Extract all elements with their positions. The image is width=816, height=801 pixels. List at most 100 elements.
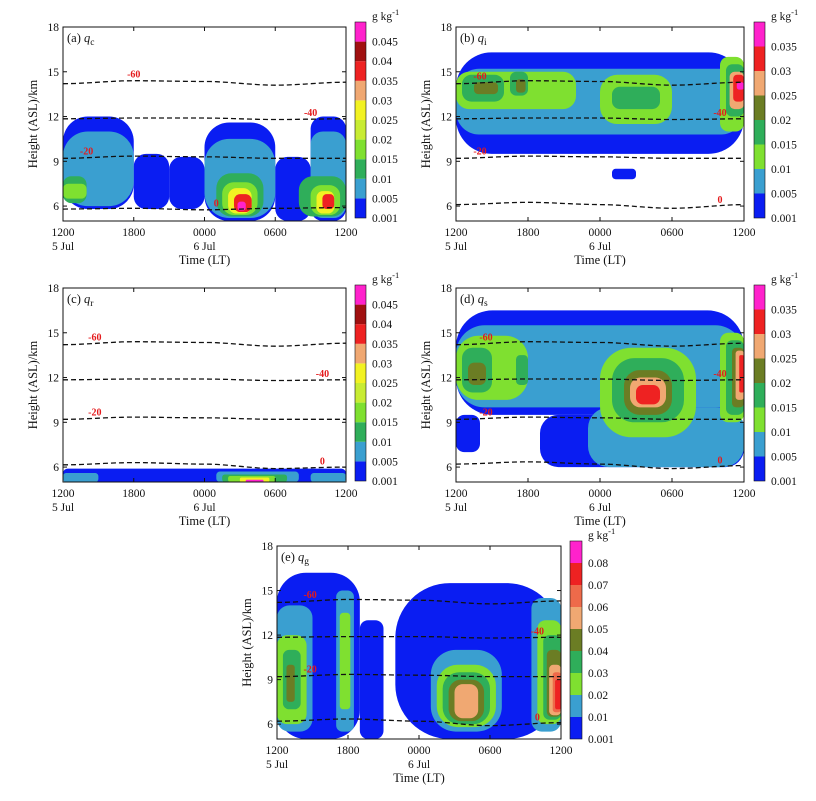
x-tick-label-c-1: 1800 — [122, 488, 145, 500]
colorbar-tick-b-6: 0.03 — [771, 66, 791, 78]
x-tick-label-e-4: 1200 — [550, 745, 573, 757]
y-tick-label-c-1: 9 — [53, 417, 59, 429]
y-tick-label-a-1: 9 — [53, 156, 59, 168]
isotherm-d-1 — [456, 378, 744, 382]
colorbar-swatch-a-2 — [355, 159, 366, 179]
y-tick-label-d-1: 9 — [446, 417, 452, 429]
x-tick-label-c-2: 0000 — [193, 488, 216, 500]
x-tick-label-a-3: 0600 — [264, 227, 287, 239]
contour-region-e-20 — [555, 679, 561, 710]
panel-subscript-d: s — [484, 299, 488, 309]
contour-region-b-1 — [612, 168, 636, 180]
colorbar-swatch-c-9 — [355, 285, 366, 305]
colorbar-swatch-c-7 — [355, 324, 366, 344]
x-tick-label-e-0: 1200 — [266, 745, 289, 757]
colorbar-unit-exp-d: -1 — [791, 270, 798, 280]
colorbar-swatch-a-8 — [355, 41, 366, 62]
colorbar-swatch-c-3 — [355, 402, 366, 423]
contour-field-a — [63, 116, 346, 221]
colorbar-swatch-b-5 — [754, 71, 765, 96]
panel-label-b: (b) qi — [460, 31, 487, 48]
colorbar-tick-e-8: 0.08 — [588, 558, 608, 570]
x-tick-label-a-0: 1200 — [52, 227, 75, 239]
colorbar-swatch-a-0 — [355, 198, 366, 218]
panel-label-c: (c) qr — [67, 292, 94, 309]
panel-label-e: (e) qg — [281, 550, 309, 567]
y-axis-title-a: Height (ASL)/km — [26, 79, 40, 168]
colorbar-unit-e: g kg-1 — [588, 526, 615, 542]
colorbar-tick-a-5: 0.025 — [372, 115, 398, 127]
colorbar-swatch-b-1 — [754, 169, 765, 194]
colorbar-swatch-b-3 — [754, 120, 765, 145]
colorbar-unit-base-c: g kg — [372, 274, 392, 286]
colorbar-tick-e-3: 0.03 — [588, 668, 608, 680]
colorbar-tick-e-1: 0.01 — [588, 712, 608, 724]
colorbar-tick-d-6: 0.03 — [771, 329, 791, 341]
isotherm-label-b-1: -40 — [713, 108, 726, 119]
colorbar-tick-d-5: 0.025 — [771, 354, 797, 366]
contour-region-e-8 — [339, 612, 351, 710]
isotherm-label-d-1: -40 — [713, 369, 726, 380]
colorbar-swatch-b-7 — [754, 22, 765, 47]
isotherm-label-b-3: 0 — [718, 195, 723, 206]
isotherm-a-0 — [63, 80, 346, 86]
colorbar-tick-c-3: 0.015 — [372, 417, 398, 429]
panel-subscript-a: c — [90, 38, 94, 48]
contour-field-d — [456, 310, 744, 468]
x-tick-label-c-0: 1200 — [52, 488, 75, 500]
contour-region-a-1 — [133, 153, 170, 210]
isotherm-a-2 — [63, 155, 346, 159]
x-tick-label-e-2: 0000 — [408, 745, 431, 757]
contour-region-a-19 — [237, 201, 246, 211]
colorbar-swatch-e-1 — [570, 695, 582, 717]
colorbar-tick-a-7: 0.035 — [372, 76, 398, 88]
panel-e: -60 -40 -20 0 6 9 12 15 18 1200 5 Jul 1800 0000 6 Jul… — [240, 526, 615, 785]
x-axis-title-e: Time (LT) — [393, 771, 445, 785]
colorbar-swatch-d-5 — [754, 334, 765, 359]
x-date-label-e-0: 5 Jul — [266, 759, 288, 771]
y-tick-label-c-4: 18 — [48, 283, 60, 295]
colorbar-tick-d-2: 0.01 — [771, 427, 791, 439]
colorbar-tick-b-2: 0.01 — [771, 164, 791, 176]
panel-subscript-b: i — [484, 38, 487, 48]
colorbar-a: 0.001 0.005 0.01 0.015 0.02 0.025 0.03 0.035 0.0… — [354, 7, 399, 225]
colorbar-swatch-a-4 — [355, 120, 366, 140]
colorbar-swatch-d-7 — [754, 285, 765, 310]
colorbar-tick-c-7: 0.035 — [372, 339, 398, 351]
colorbar-unit-c: g kg-1 — [372, 270, 399, 286]
colorbar-d: 0.001 0.005 0.01 0.015 0.02 0.025 0.03 0.035 g k… — [753, 270, 798, 488]
colorbar-tick-a-8: 0.04 — [372, 56, 392, 68]
y-tick-label-e-0: 6 — [267, 719, 273, 731]
x-date-label-e-2: 6 Jul — [408, 759, 430, 771]
x-tick-label-c-4: 1200 — [335, 488, 358, 500]
colorbar-swatch-d-3 — [754, 383, 765, 408]
isotherm-d-3 — [456, 461, 744, 470]
x-tick-label-b-4: 1200 — [733, 227, 756, 239]
colorbar-swatch-e-7 — [570, 563, 582, 585]
x-date-label-c-2: 6 Jul — [193, 502, 215, 514]
y-tick-label-a-3: 15 — [48, 67, 60, 79]
colorbar-c: 0.001 0.005 0.01 0.015 0.02 0.025 0.03 0.035 0.0… — [354, 270, 399, 488]
panel-variable-a: q — [84, 31, 90, 45]
colorbar-unit-base-b: g kg — [771, 11, 791, 23]
colorbar-frame-a — [354, 21, 367, 219]
colorbar-tick-e-0: 0.001 — [588, 734, 614, 746]
x-tick-label-b-1: 1800 — [517, 227, 540, 239]
panel-label-a: (a) qc — [67, 31, 94, 48]
colorbar-swatch-e-6 — [570, 585, 582, 607]
y-tick-label-d-3: 15 — [441, 328, 453, 340]
colorbar-swatch-d-0 — [754, 456, 765, 481]
colorbar-tick-e-5: 0.05 — [588, 624, 608, 636]
colorbar-tick-a-0: 0.001 — [372, 213, 398, 225]
colorbar-unit-d: g kg-1 — [771, 270, 798, 286]
isotherm-label-a-1: -40 — [304, 108, 317, 119]
isotherm-e-3 — [277, 718, 561, 727]
y-tick-label-d-4: 18 — [441, 283, 453, 295]
isotherm-c-0 — [63, 341, 346, 347]
colorbar-tick-c-6: 0.03 — [372, 358, 392, 370]
contour-region-d-18 — [739, 355, 744, 393]
panel-letter-e: (e) — [281, 550, 298, 564]
y-tick-label-b-0: 6 — [446, 201, 452, 213]
isotherm-e-0 — [277, 598, 561, 605]
panel-c: -60 -40 -20 0 6 9 12 15 18 1200 5 Jul 1800 0000 6 Jul… — [26, 270, 399, 528]
